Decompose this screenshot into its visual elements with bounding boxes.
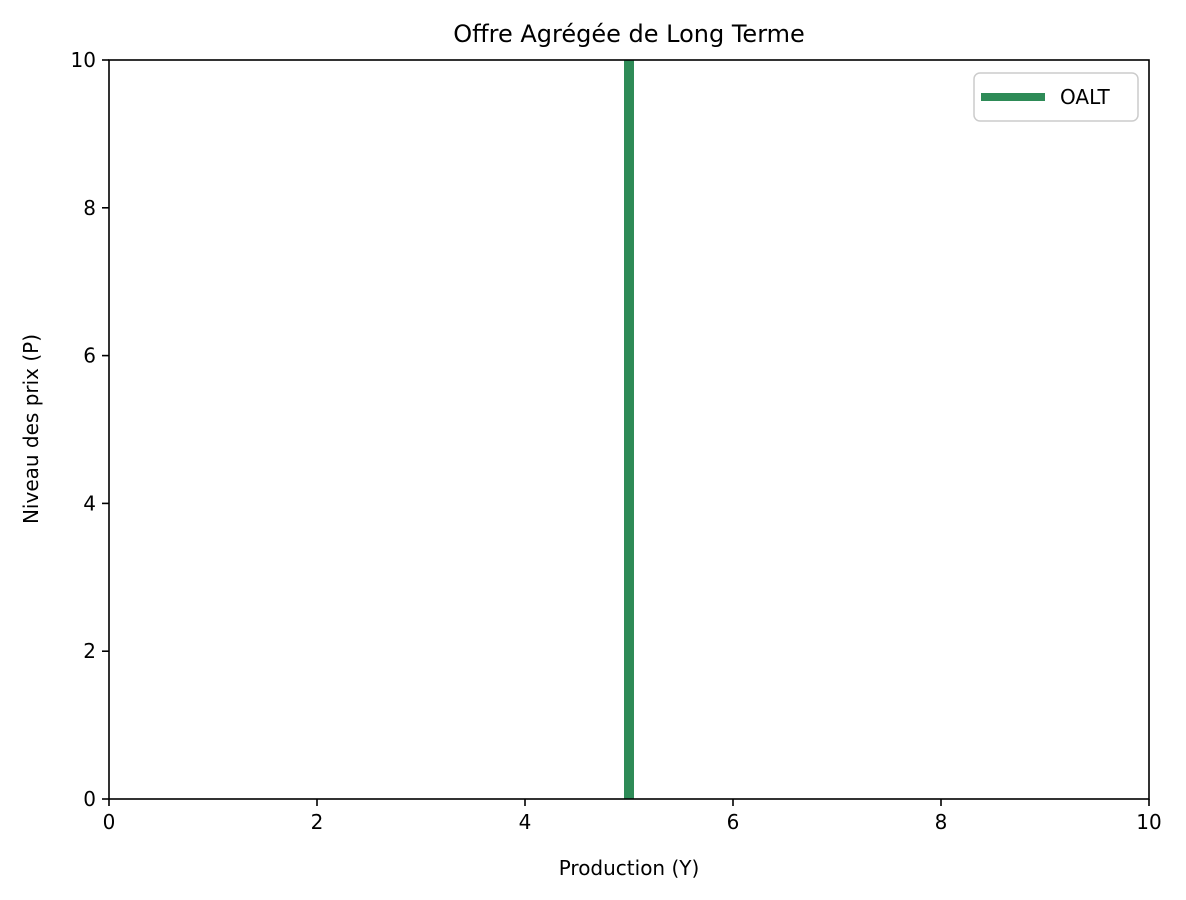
y-axis-ticks: 0 2 4 6 8 10: [71, 48, 109, 811]
legend-label: OALT: [1060, 85, 1110, 109]
x-tick-label: 10: [1136, 810, 1161, 834]
x-tick-label: 6: [727, 810, 740, 834]
x-tick-label: 2: [311, 810, 324, 834]
legend-box: [973, 72, 1139, 122]
y-tick-label: 2: [83, 639, 96, 663]
y-axis-label: Niveau des prix (P): [19, 334, 43, 524]
chart-title: Offre Agrégée de Long Terme: [453, 20, 805, 48]
legend: OALT: [973, 72, 1139, 122]
y-tick-label: 6: [83, 344, 96, 368]
x-tick-label: 0: [103, 810, 116, 834]
y-tick-label: 4: [83, 491, 96, 515]
y-tick-label: 8: [83, 196, 96, 220]
y-tick-label: 10: [71, 48, 96, 72]
plot-frame: [108, 59, 1150, 800]
x-tick-label: 4: [519, 810, 532, 834]
x-axis-label: Production (Y): [559, 856, 700, 880]
y-tick-label: 0: [83, 787, 96, 811]
x-axis-ticks: 0 2 4 6 8 10: [103, 799, 1162, 834]
x-tick-label: 8: [935, 810, 948, 834]
